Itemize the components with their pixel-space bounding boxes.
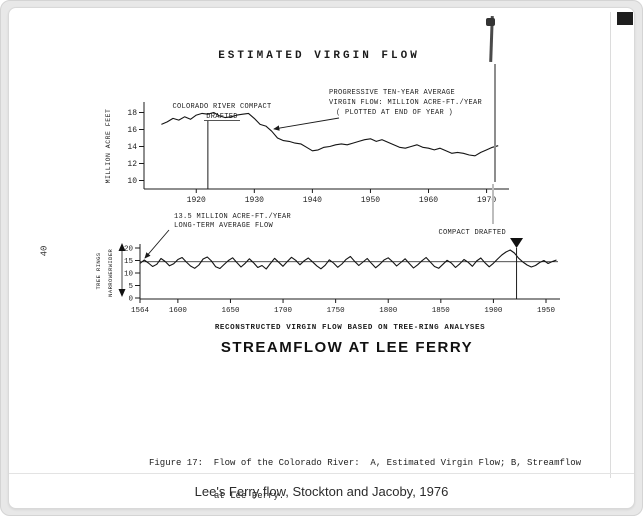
streamflow-title: STREAMFLOW AT LEE FERRY (220, 339, 474, 356)
wider-arrow-icon (118, 243, 126, 251)
y-tick-label: 16 (127, 126, 137, 135)
x-tick-label: 1800 (379, 307, 398, 315)
scan-corner-mark (617, 12, 633, 25)
x-tick-label: 1940 (303, 196, 322, 205)
figure-caption-line1: Figure 17: Flow of the Colorado River: A… (149, 458, 582, 468)
y-tick-label: 18 (127, 109, 137, 118)
virgin-flow-chart: MILLION ACRE FEET COLORADO RIVER COMPACT… (105, 89, 509, 205)
figure-caption: Figure 17: Flow of the Colorado River: A… (149, 436, 582, 508)
y-tick-label: 15 (124, 258, 134, 266)
narrower-arrow-icon (118, 289, 126, 297)
x-tick-label: 1950 (361, 196, 380, 205)
x-tick-label: 1970 (477, 196, 496, 205)
compact-drafted-label: COMPACT DRAFTED (438, 229, 506, 237)
reconstructed-flow-caption: RECONSTRUCTED VIRGIN FLOW BASED ON TREE-… (215, 324, 485, 332)
y-tick-label: 10 (124, 271, 134, 279)
x-tick-label: 1950 (537, 307, 556, 315)
page-number: 40 (39, 245, 50, 257)
x-tick-label: 1960 (419, 196, 438, 205)
narrower-label: NARROWER (107, 267, 114, 297)
scan-streak (492, 184, 494, 224)
scan-fold-line (610, 12, 611, 478)
flow-curve (161, 111, 499, 157)
compact-annotation-line1: COLORADO RIVER COMPACT (172, 103, 271, 111)
flow-annotation-line3: ( PLOTTED AT END OF YEAR ) (336, 109, 453, 117)
y-tick-label: 5 (128, 283, 133, 291)
x-tick-label: 1850 (432, 307, 451, 315)
x-tick-label: 1600 (169, 307, 188, 315)
compact-drafted-marker (510, 238, 524, 248)
flow-curve (139, 249, 557, 270)
scanned-page: ESTIMATED VIRGIN FLOW MILLION ACRE FEET … (8, 7, 635, 509)
flow-annotation-arrow (273, 117, 340, 131)
y-tick-label: 14 (127, 143, 137, 152)
wider-label: WIDER (107, 248, 114, 267)
flow-annotation-line1: PROGRESSIVE TEN-YEAR AVERAGE (329, 89, 455, 97)
caption-bar: Lee's Ferry flow, Stockton and Jacoby, 1… (9, 473, 634, 508)
flow-annotation-line2: VIRGIN FLOW: MILLION ACRE-FT./YEAR (329, 99, 483, 107)
figure-title: ESTIMATED VIRGIN FLOW (218, 50, 420, 62)
x-tick-label: 1564 (131, 307, 150, 315)
x-tick-label: 1700 (274, 307, 293, 315)
x-tick-label: 1930 (245, 196, 264, 205)
scan-streak (494, 64, 496, 182)
x-tick-label: 1900 (484, 307, 503, 315)
x-tick-label: 1920 (187, 196, 206, 205)
y-tick-label: 10 (127, 177, 137, 186)
avg-annotation-line1: 13.5 MILLION ACRE-FT./YEAR (174, 213, 292, 221)
top-y-axis-label: MILLION ACRE FEET (105, 109, 112, 184)
avg-annotation-arrow (144, 229, 170, 259)
tree-rings-label: TREE RINGS (95, 252, 102, 289)
y-tick-label: 0 (128, 296, 133, 304)
x-tick-label: 1750 (327, 307, 346, 315)
avg-annotation-line2: LONG-TERM AVERAGE FLOW (174, 222, 274, 230)
lee-ferry-chart: TREE RINGS WIDER NARROWER 13.5 MILLION A… (95, 213, 560, 332)
scan-blob (486, 18, 495, 26)
y-tick-label: 20 (124, 246, 134, 254)
slide-caption: Lee's Ferry flow, Stockton and Jacoby, 1… (194, 483, 449, 499)
figure-caption-line2: at Lee Ferry. (214, 491, 285, 501)
y-tick-label: 12 (127, 160, 137, 169)
x-tick-label: 1650 (221, 307, 240, 315)
